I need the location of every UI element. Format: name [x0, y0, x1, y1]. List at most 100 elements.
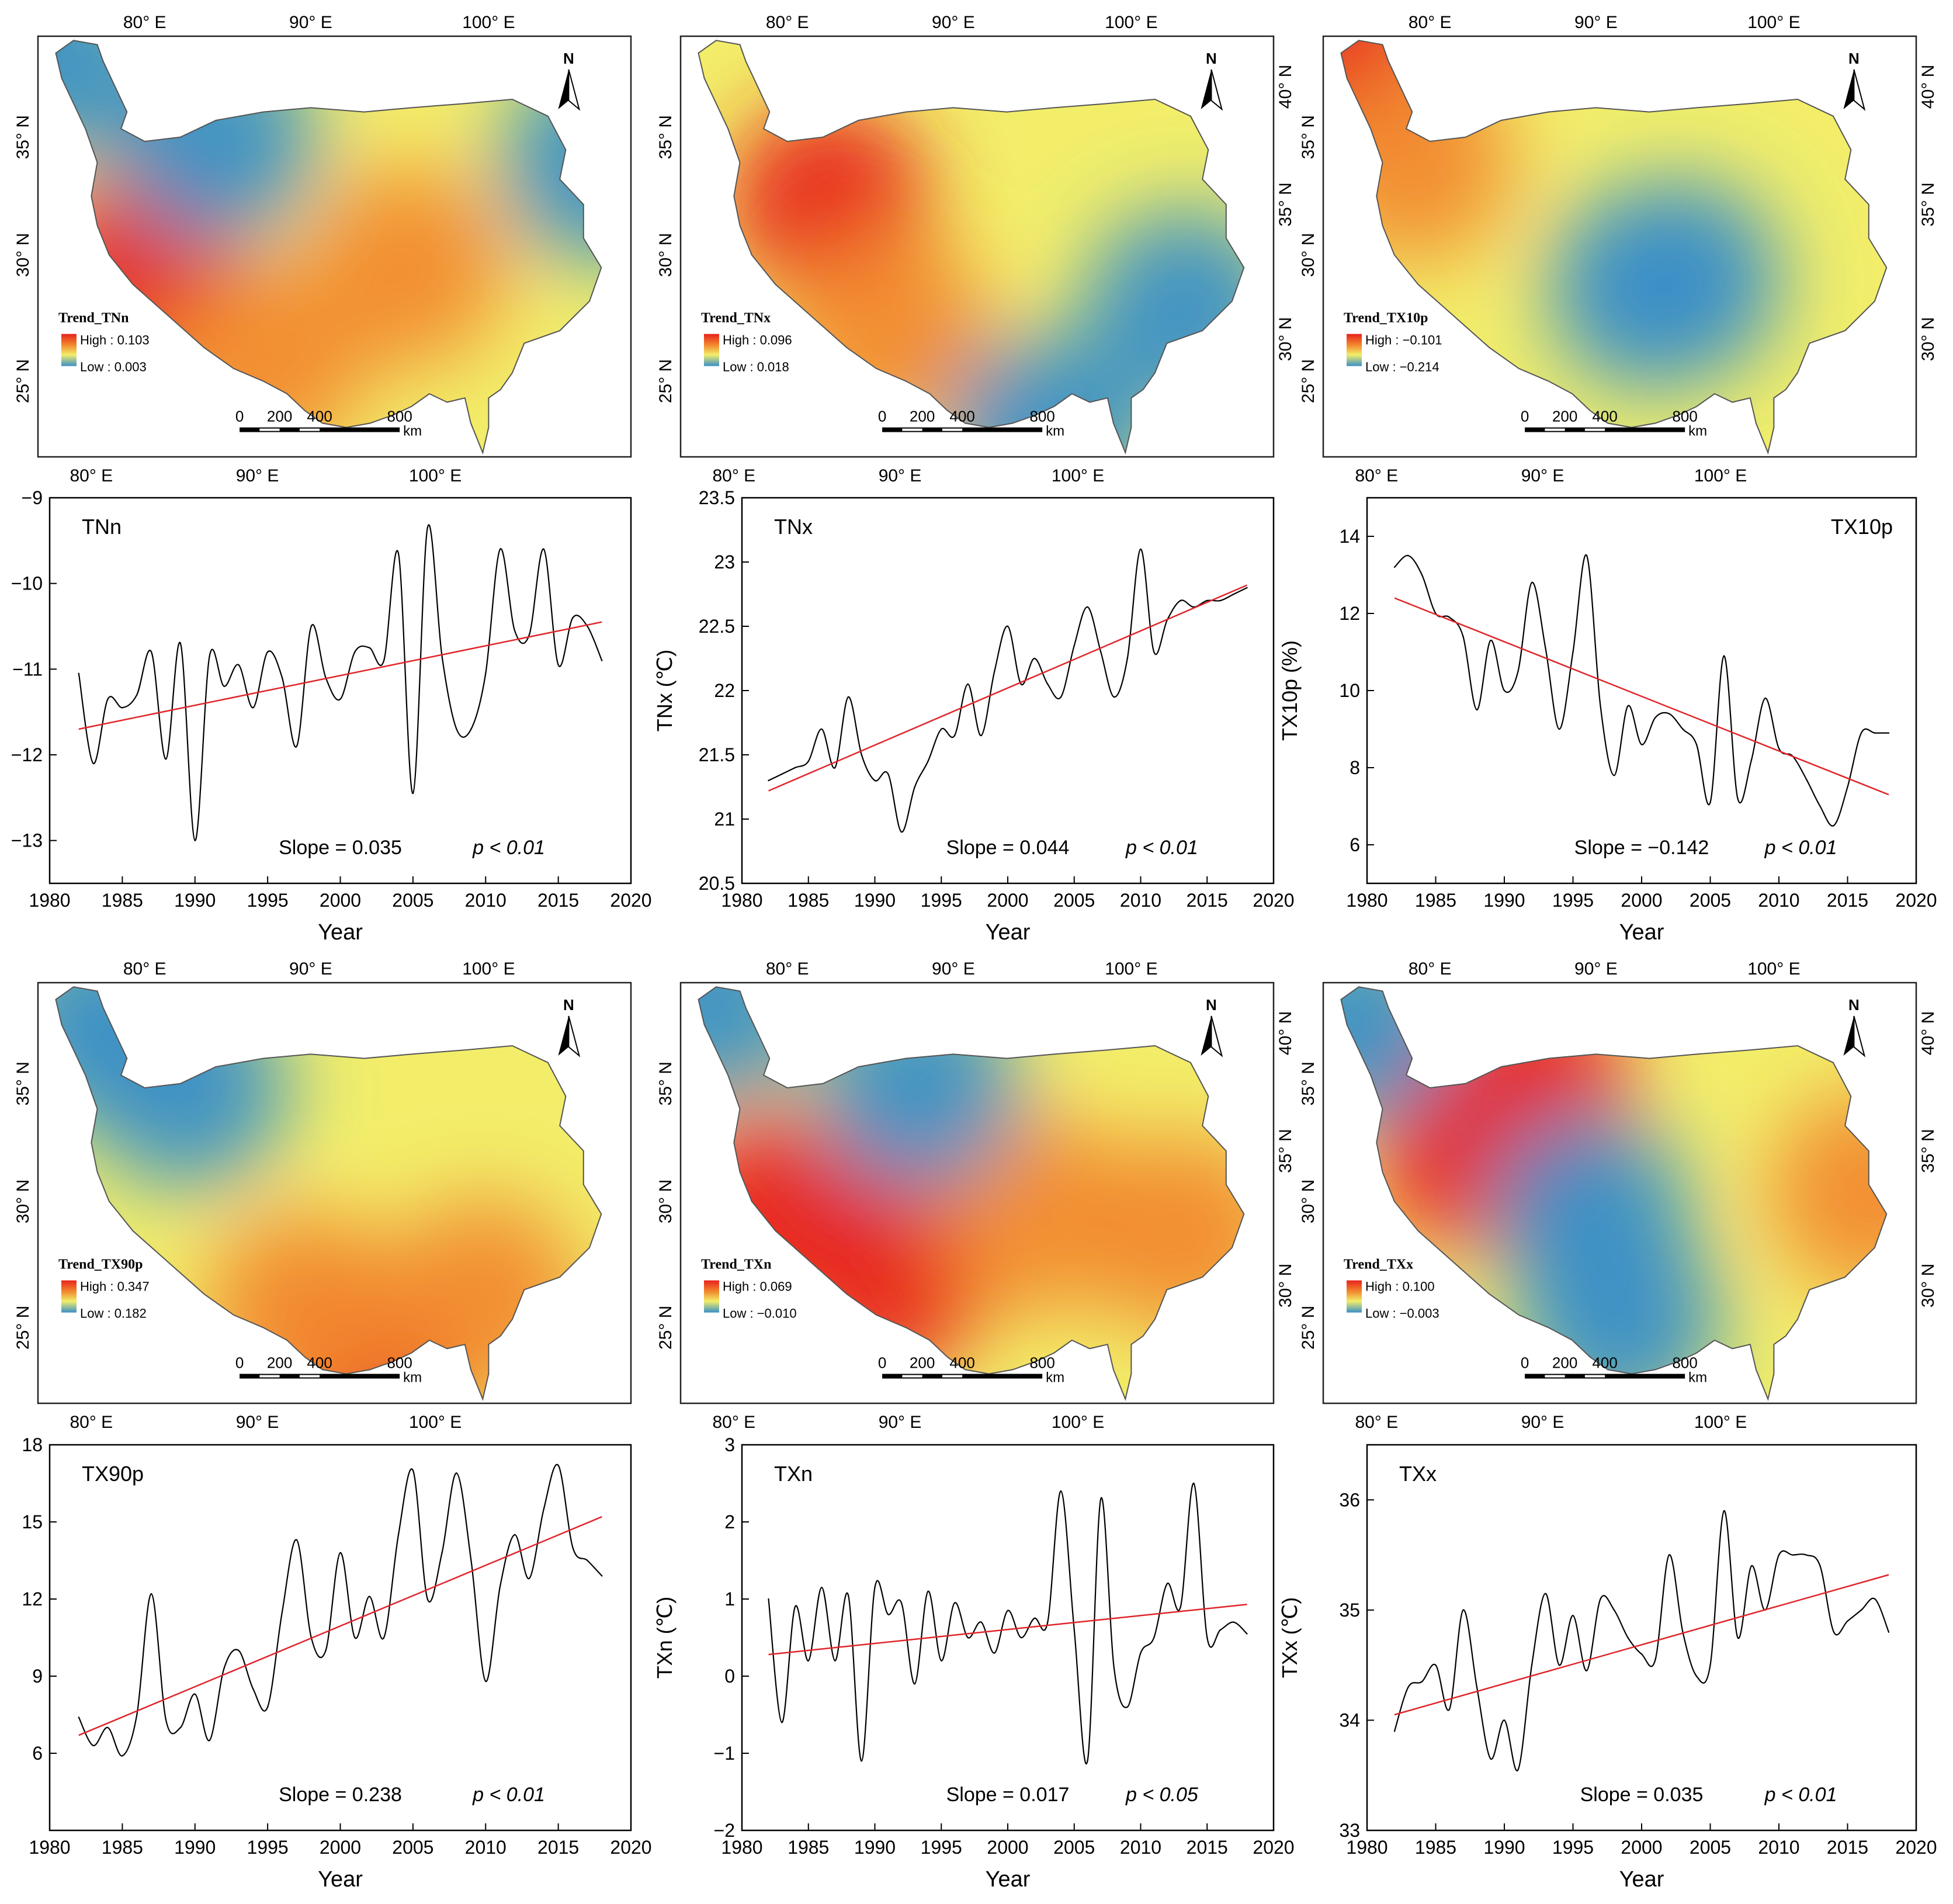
data-point: [1421, 574, 1423, 576]
x-tick-label: 2015: [537, 1837, 579, 1858]
x-axis-label: Year: [986, 1867, 1031, 1892]
lat-label-left: 25° N: [13, 359, 33, 403]
panel-label: TXn: [774, 1462, 813, 1486]
data-point: [441, 656, 443, 657]
map-panel-TNn: 80° E 90° E 100° E 80° E 90° E 100° E 35° N 30°…: [13, 13, 632, 485]
data-point: [781, 1722, 783, 1723]
north-arrow-icon: [558, 1015, 581, 1057]
data-point: [485, 1680, 487, 1682]
lat-label-left: 30° N: [13, 1180, 33, 1223]
p-annotation: p < 0.01: [472, 1784, 545, 1806]
chart-panel-TX90p: 1980 1985 1990 1995 2000 2005 2010 2015 2020 6 9 12…: [22, 1434, 651, 1892]
data-point: [122, 1755, 123, 1757]
x-tick-label: 1995: [247, 890, 289, 911]
data-point: [179, 643, 182, 644]
x-axis-label: Year: [318, 920, 363, 945]
panel-label: TXx: [1399, 1462, 1437, 1486]
data-point: [557, 1465, 559, 1466]
data-point: [1874, 1598, 1876, 1600]
p-annotation: p < 0.01: [1125, 837, 1198, 859]
data-point: [1654, 1659, 1656, 1660]
data-point: [1153, 651, 1155, 653]
plot-frame: [741, 497, 1275, 885]
x-tick-label: 1985: [1415, 890, 1456, 911]
lon-label-bottom: 80° E: [712, 466, 755, 485]
data-point: [1476, 709, 1478, 711]
data-point: [1531, 582, 1533, 584]
y-tick-label: 21: [714, 809, 735, 830]
north-arrow-icon: [558, 69, 581, 111]
data-point: [456, 728, 457, 730]
scalebar-label: 400: [307, 1354, 332, 1372]
x-tick-label: 2015: [1187, 890, 1228, 911]
lon-label-bottom: 80° E: [712, 1413, 755, 1432]
x-tick-label: 2005: [1053, 890, 1095, 911]
data-point: [1180, 599, 1181, 602]
north-label: N: [563, 996, 574, 1014]
y-tick-label: 12: [22, 1589, 43, 1610]
data-point: [807, 760, 809, 762]
data-point: [1572, 651, 1574, 653]
data-point: [514, 630, 516, 632]
data-point: [354, 651, 356, 653]
scalebar-unit: km: [1046, 1370, 1064, 1386]
x-tick-label: 1985: [102, 890, 143, 911]
y-tick-label: 0: [724, 1666, 735, 1687]
x-tick-label: 1985: [788, 1837, 829, 1858]
lat-label-left: 25° N: [1299, 359, 1318, 403]
data-point: [339, 1552, 341, 1553]
scalebar-label: 200: [910, 408, 935, 425]
y-axis-label: TX10p (%): [1278, 640, 1302, 741]
slope-annotation: Slope = −0.142: [1574, 837, 1709, 859]
lon-label-top: 90° E: [289, 959, 332, 979]
lat-label-left: 35° N: [13, 115, 33, 159]
data-point: [1246, 587, 1248, 589]
chart-panel-TNn: 1980 1985 1990 1995 2000 2005 2010 2015 2020 −13 −…: [11, 487, 652, 945]
data-point: [1531, 1664, 1533, 1666]
y-axis-label: TXn (℃): [653, 1597, 677, 1678]
data-point: [412, 792, 414, 795]
x-tick-label: 2020: [1895, 890, 1937, 911]
lon-label-top: 80° E: [123, 959, 166, 979]
y-tick-label: 6: [1350, 834, 1360, 855]
x-axis-label: Year: [1619, 1867, 1664, 1892]
legend-title: Trend_TNx: [701, 311, 771, 326]
scalebar-label: 800: [1672, 1354, 1697, 1372]
data-point: [412, 1469, 414, 1472]
scalebar-unit: km: [403, 424, 422, 439]
legend-low: Low : −0.010: [723, 1306, 797, 1321]
x-tick-label: 2005: [1690, 1837, 1731, 1858]
lon-label-bottom: 100° E: [409, 1413, 462, 1432]
plot-frame: [1366, 1444, 1917, 1832]
lat-label-left: 35° N: [1299, 1062, 1318, 1105]
slope-annotation: Slope = 0.017: [946, 1784, 1070, 1806]
data-point: [1233, 593, 1234, 595]
data-point: [1819, 1565, 1821, 1567]
data-point: [980, 734, 982, 737]
x-tick-label: 2020: [1253, 890, 1294, 911]
data-point: [92, 1745, 94, 1746]
lat-label-left: 25° N: [656, 359, 675, 403]
lat-label-left: 25° N: [1299, 1306, 1318, 1350]
data-point: [874, 779, 876, 782]
north-label: N: [1206, 50, 1217, 67]
y-tick-label: −11: [12, 658, 43, 679]
map-hotspot: [1548, 188, 1750, 390]
scalebar-label: 200: [1552, 408, 1577, 425]
y-tick-label: 18: [22, 1434, 43, 1455]
scalebar-label: 200: [910, 1354, 935, 1372]
data-point: [1087, 606, 1088, 608]
y-tick-label: 3: [724, 1434, 735, 1455]
legend-high: High : 0.103: [80, 333, 150, 348]
legend-colorbar: [704, 1280, 719, 1313]
x-tick-label: 2000: [320, 890, 361, 911]
lat-label-left: 35° N: [13, 1062, 33, 1105]
x-tick-label: 2020: [1253, 1837, 1294, 1858]
lon-label-top: 80° E: [766, 13, 809, 32]
legend-high: High : 0.100: [1365, 1279, 1435, 1294]
data-point: [1586, 1670, 1588, 1671]
lat-label-right: 30° N: [1276, 1264, 1295, 1308]
legend-colorbar: [1347, 334, 1362, 366]
data-point: [587, 625, 588, 627]
data-point: [1060, 1490, 1062, 1492]
